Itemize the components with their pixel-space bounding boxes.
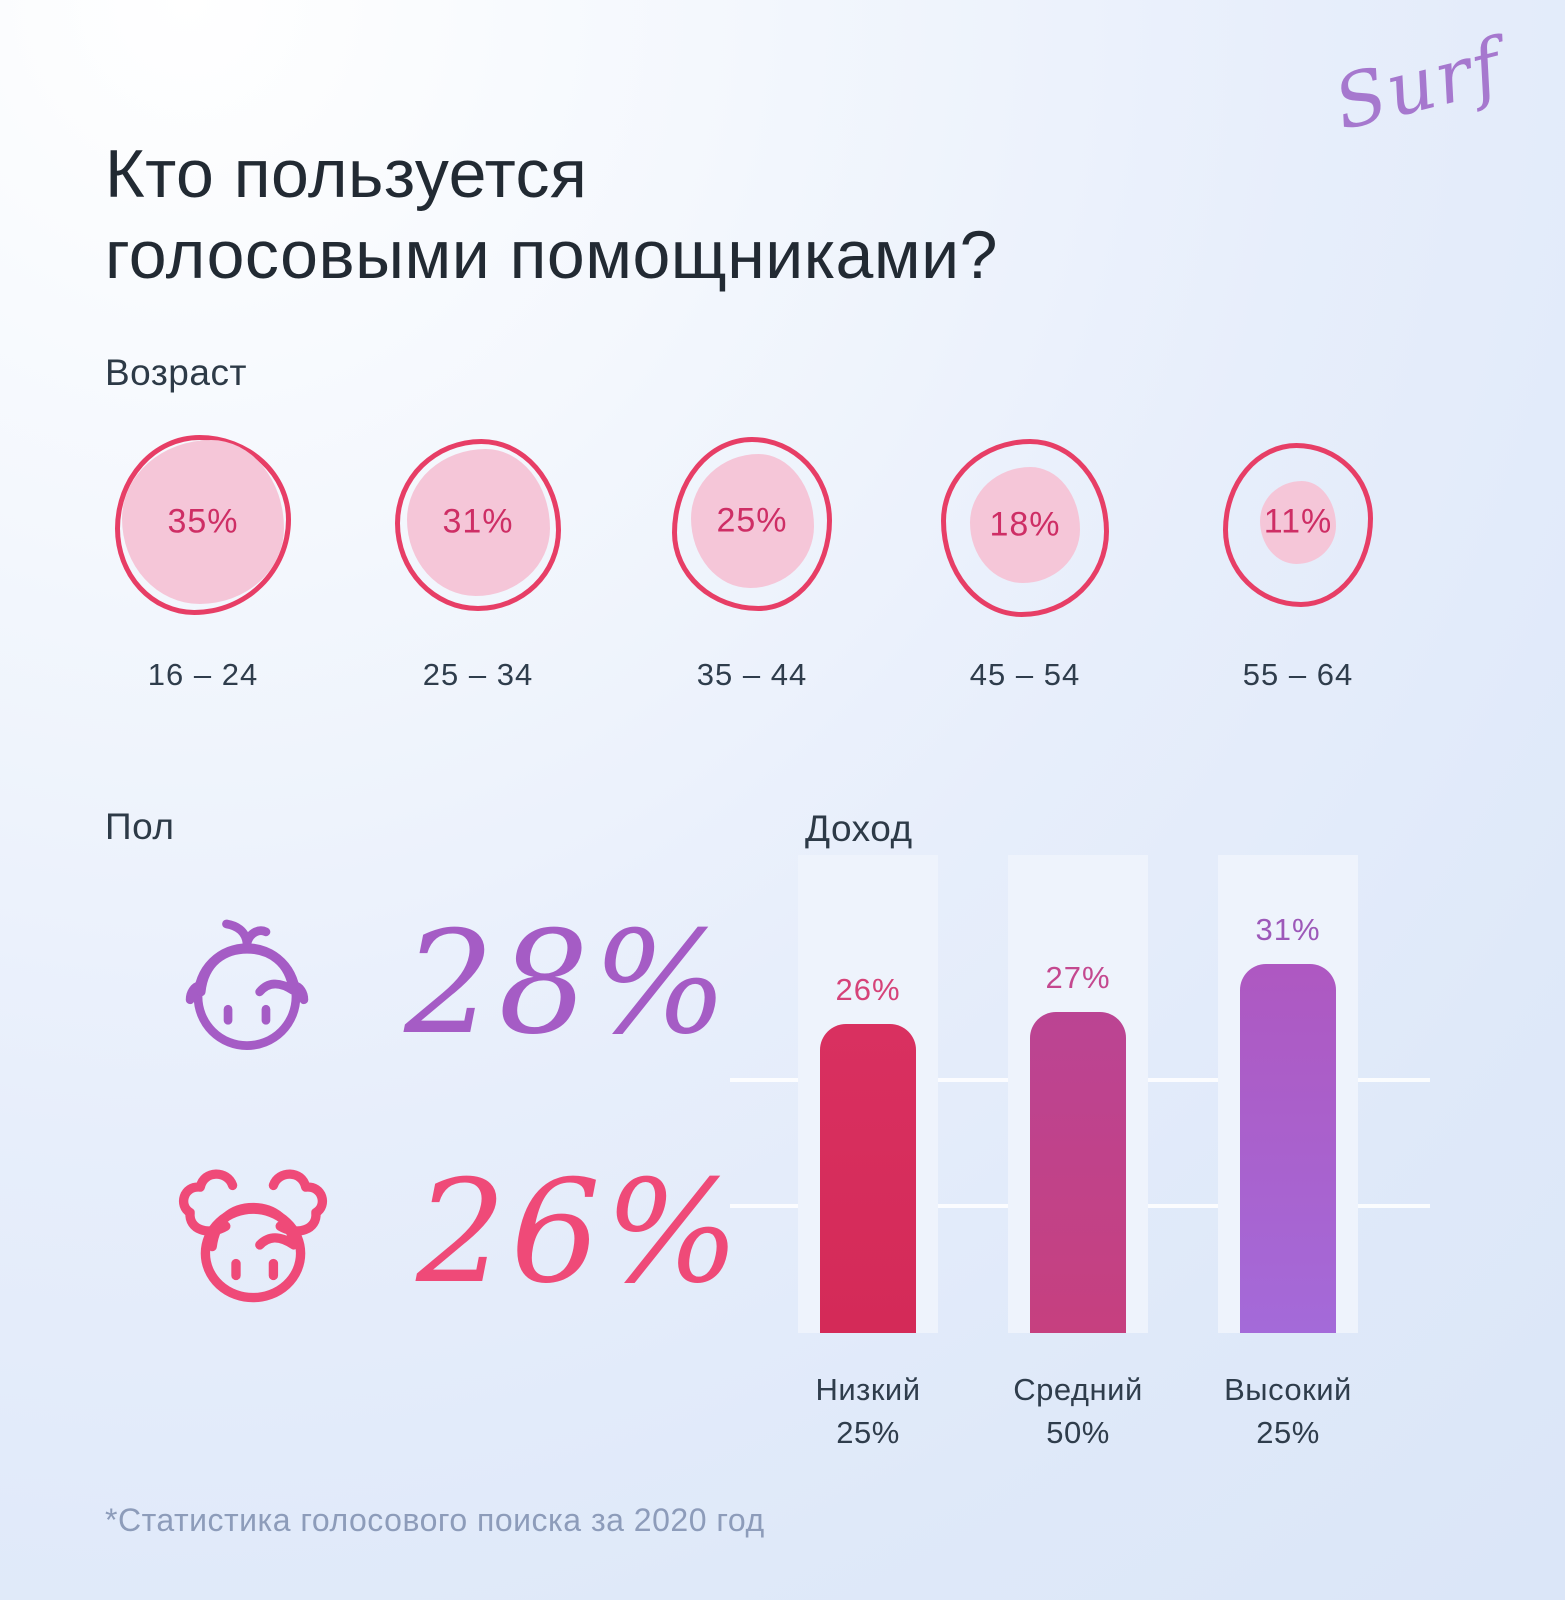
age-bubble-fill: [690, 454, 814, 588]
page-title: Кто пользуется голосовыми помощниками?: [105, 135, 998, 294]
income-bar-high: [1240, 964, 1336, 1333]
age-value: 18%: [989, 505, 1061, 544]
age-bubble-fill: [122, 440, 284, 604]
age-bubble-fill: [970, 467, 1080, 583]
age-range-label: 45 – 54: [969, 657, 1081, 692]
age-bubble-outline: 11%: [1223, 443, 1373, 607]
income-caption-low: Низкий 25%: [798, 1368, 938, 1455]
income-category-label: Низкий: [815, 1372, 921, 1407]
age-bubble-55-64: 11% 55 – 64: [1223, 435, 1373, 692]
income-bar-value: 26%: [835, 972, 901, 1007]
boy-percentage: 28%: [404, 901, 732, 1066]
age-section-title: Возраст: [105, 352, 247, 393]
income-bar-value: 31%: [1255, 912, 1321, 947]
gender-section-title: Пол: [105, 806, 175, 847]
income-column-mid: 27%: [1008, 855, 1148, 1333]
income-bar-chart: 26% 27% 31% Низкий 25% Средний 50% Высок…: [730, 855, 1445, 1450]
age-bubble-fill: [1260, 480, 1336, 564]
income-category-share: 25%: [836, 1415, 900, 1451]
age-range-label: 16 – 24: [147, 657, 259, 692]
age-bubble-45-54: 18% 45 – 54: [941, 435, 1109, 692]
income-column-low: 26%: [798, 855, 938, 1333]
age-value: 11%: [1263, 502, 1333, 541]
age-value: 31%: [442, 502, 514, 541]
age-bubble-outline: 18%: [941, 439, 1109, 617]
income-category-label: Высокий: [1224, 1372, 1352, 1407]
boy-icon: [185, 919, 309, 1050]
income-caption-mid: Средний 50%: [1008, 1368, 1148, 1455]
age-bubble-outline: 25%: [672, 437, 832, 611]
girl-percentage: 26%: [416, 1150, 744, 1315]
income-column-high: 31%: [1218, 855, 1358, 1333]
age-bubble-16-24: 35% 16 – 24: [115, 435, 291, 692]
age-bubble-outline: 35%: [115, 435, 291, 615]
income-category-label: Средний: [1013, 1372, 1143, 1407]
gender-row-boy: 28%: [168, 905, 732, 1063]
age-bubble-35-44: 25% 35 – 44: [672, 435, 832, 692]
income-bar-low: [820, 1024, 916, 1333]
age-bubble-25-34: 31% 25 – 34: [395, 435, 561, 692]
income-category-share: 50%: [1046, 1415, 1110, 1451]
gender-row-girl: 26%: [168, 1148, 744, 1318]
age-range-label: 25 – 34: [422, 657, 534, 692]
income-caption-high: Высокий 25%: [1218, 1368, 1358, 1455]
age-value: 25%: [716, 501, 788, 540]
income-bar-value: 27%: [1045, 960, 1111, 995]
age-range-label: 55 – 64: [1242, 657, 1354, 692]
age-value: 35%: [167, 502, 239, 541]
income-bar-mid: [1030, 1012, 1126, 1333]
girl-icon: [178, 1169, 328, 1303]
age-bubble-fill: [406, 448, 550, 596]
income-section-title: Доход: [805, 808, 913, 849]
age-bubble-outline: 31%: [395, 439, 561, 611]
footnote: *Статистика голосового поиска за 2020 го…: [105, 1502, 765, 1538]
income-category-share: 25%: [1256, 1415, 1320, 1451]
surf-logo: Surf: [1325, 22, 1511, 148]
age-range-label: 35 – 44: [696, 657, 808, 692]
